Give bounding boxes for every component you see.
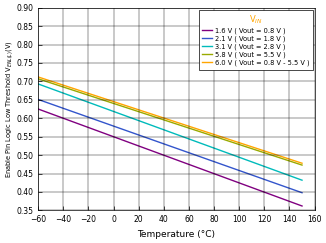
- Legend: 1.6 V ( Vout = 0.8 V ), 2.1 V ( Vout = 1.8 V ), 3.1 V ( Vout = 2.8 V ), 5.8 V ( : 1.6 V ( Vout = 0.8 V ), 2.1 V ( Vout = 1…: [199, 10, 313, 70]
- Y-axis label: Enable Pin Logic Low Threshold V$_{ENL(L)}$(V): Enable Pin Logic Low Threshold V$_{ENL(L…: [4, 40, 15, 178]
- X-axis label: Temperature (°C): Temperature (°C): [137, 230, 215, 239]
